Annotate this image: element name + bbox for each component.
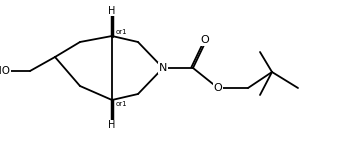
Text: or1: or1 xyxy=(116,29,128,35)
Text: H: H xyxy=(108,6,116,16)
Text: O: O xyxy=(214,83,222,93)
Text: O: O xyxy=(201,35,209,45)
Text: or1: or1 xyxy=(116,101,128,107)
Text: HO: HO xyxy=(0,66,10,76)
Text: H: H xyxy=(108,120,116,130)
Text: N: N xyxy=(159,63,167,73)
